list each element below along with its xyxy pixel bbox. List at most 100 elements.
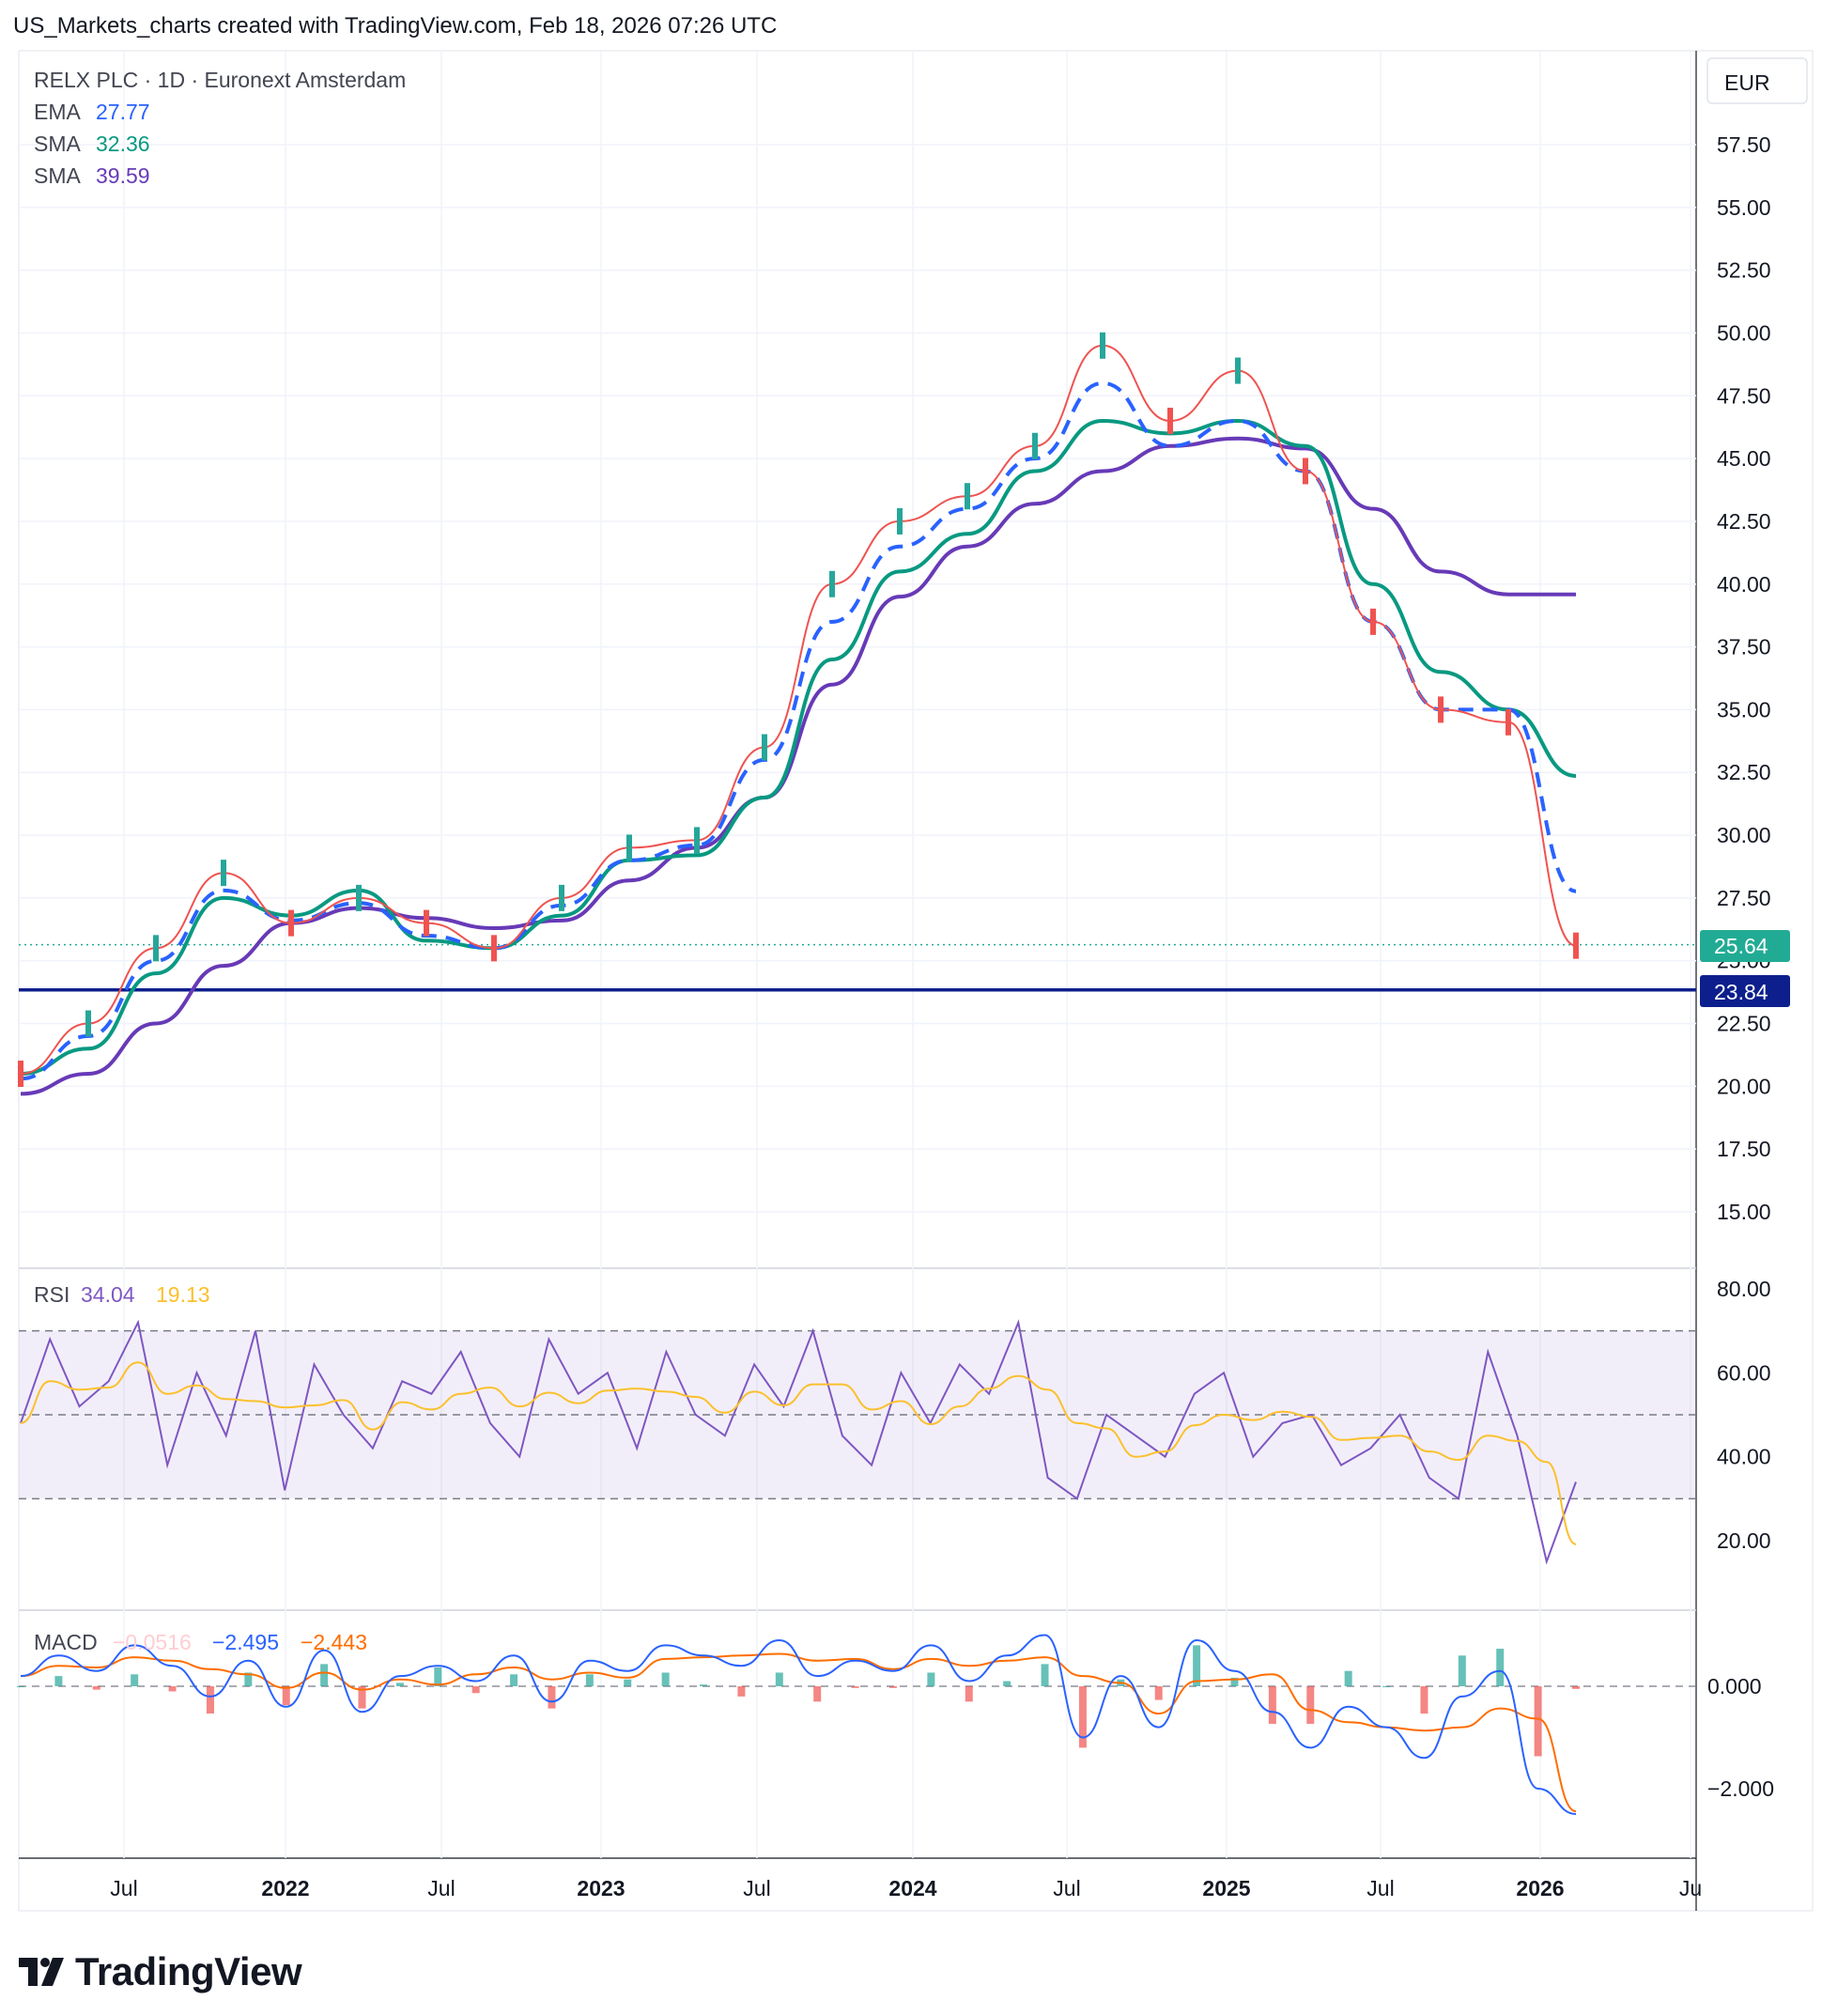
- macd-hist-bar: [851, 1686, 859, 1688]
- macd-hist-bar: [131, 1674, 139, 1686]
- macd-axis: 0.000 −2.000: [1707, 1674, 1774, 1801]
- rsi-ma-line[interactable]: [20, 1361, 1577, 1545]
- macd-hist-bar: [1496, 1649, 1505, 1686]
- macd-hist-bar: [1268, 1686, 1276, 1724]
- price-point: [153, 935, 159, 962]
- macd-hist-value: −0.0516: [113, 1630, 192, 1654]
- rsi-value: 34.04: [81, 1282, 135, 1307]
- time-tick-label: 2025: [1202, 1876, 1250, 1900]
- rsi-tick-label: 20.00: [1717, 1528, 1771, 1553]
- price-point: [1032, 432, 1038, 459]
- time-tick-label: Jul: [1053, 1876, 1080, 1900]
- header-title: US_Markets_charts created with TradingVi…: [13, 13, 778, 39]
- legend-ema-value: 27.77: [96, 100, 150, 124]
- macd-hist-bar: [1230, 1677, 1239, 1686]
- price-tick-label: 27.50: [1717, 886, 1771, 910]
- rsi-line[interactable]: [20, 1319, 1577, 1565]
- macd-hist-bar: [1193, 1645, 1201, 1686]
- macd-hist-bar: [661, 1672, 670, 1686]
- price-tick-label: 45.00: [1717, 446, 1771, 471]
- brand-name: TradingView: [75, 1949, 302, 1993]
- price-tick-label: 17.50: [1717, 1137, 1771, 1161]
- time-tick-label: 2022: [261, 1876, 309, 1900]
- price-point: [694, 827, 700, 854]
- macd-hist-bar: [1306, 1686, 1315, 1724]
- rsi-band: [19, 1329, 1696, 1500]
- macd-hist-bar: [471, 1686, 480, 1694]
- macd-hist-bar: [168, 1686, 177, 1692]
- macd-hist-bar: [1420, 1686, 1428, 1714]
- price-point: [221, 860, 226, 887]
- macd-hist-bar: [624, 1679, 632, 1686]
- level-badge: [1700, 975, 1790, 1007]
- macd-hist-bar: [1078, 1686, 1087, 1748]
- macd-hist-bar: [92, 1686, 100, 1690]
- price-point: [626, 834, 632, 861]
- price-tick-label: 55.00: [1717, 195, 1771, 220]
- macd-hist-bar: [927, 1672, 935, 1686]
- price-tick-label: 32.50: [1717, 760, 1771, 784]
- macd-hist-bar: [434, 1667, 442, 1686]
- macd-hist-bar: [1534, 1686, 1542, 1757]
- rsi-ma-value: 19.13: [156, 1282, 210, 1307]
- price-point: [559, 884, 564, 911]
- legend-ema-name: EMA: [34, 100, 82, 124]
- price-tick-label: 22.50: [1717, 1012, 1771, 1036]
- macd-hist-bar: [395, 1683, 404, 1686]
- macd-hist-bar: [1344, 1670, 1352, 1686]
- horizontal-line[interactable]: [19, 943, 1696, 992]
- price-tick-label: 15.00: [1717, 1200, 1771, 1224]
- price-tick-label: 37.50: [1717, 635, 1771, 659]
- macd-hist-bar: [813, 1686, 822, 1702]
- price-point: [762, 734, 767, 761]
- macd-hist-bar: [320, 1664, 329, 1686]
- macd-hist-bar: [244, 1672, 253, 1686]
- macd-hist-bar: [206, 1686, 214, 1714]
- rsi-tick-label: 80.00: [1717, 1277, 1771, 1301]
- time-tick-label: Ju: [1679, 1876, 1702, 1900]
- price-point: [897, 507, 903, 535]
- price-axis[interactable]: 57.50 55.00 52.50 50.00 47.50 45.00 42.50 40.00…: [1717, 132, 1771, 1224]
- macd-hist-bar: [965, 1686, 973, 1702]
- macd-line[interactable]: [20, 1634, 1577, 1815]
- macd-hist-bar: [1572, 1686, 1580, 1689]
- time-tick-label: 2026: [1516, 1876, 1564, 1900]
- time-tick-label: 2024: [888, 1876, 936, 1900]
- time-tick-label: Jul: [427, 1876, 455, 1900]
- macd-tick-label: 0.000: [1707, 1674, 1762, 1698]
- macd-hist-bar: [585, 1674, 594, 1686]
- brand[interactable]: TradingView: [19, 1948, 302, 1995]
- macd-signal-line[interactable]: [20, 1652, 1577, 1813]
- time-tick-label: Jul: [743, 1876, 770, 1900]
- price-point: [965, 483, 970, 510]
- time-tick-label: 2023: [577, 1876, 625, 1900]
- macd-hist-bar: [510, 1674, 518, 1686]
- price-tick-label: 40.00: [1717, 572, 1771, 597]
- sma2-series[interactable]: [20, 436, 1576, 1096]
- price-point: [491, 935, 497, 962]
- macd-hist-bar: [358, 1686, 366, 1709]
- macd-hist-bar: [888, 1686, 897, 1688]
- legend-sma2-name: SMA: [34, 163, 82, 188]
- macd-layer: [17, 1634, 1696, 1815]
- sma1-series[interactable]: [20, 419, 1577, 1076]
- price-tick-label: 30.00: [1717, 823, 1771, 847]
- time-axis[interactable]: Jul 2022 Jul 2023 Jul 2024 Jul 2025 Jul 2026 Ju: [110, 1876, 1702, 1900]
- legend-symbol: RELX PLC · 1D · Euronext Amsterdam: [34, 68, 406, 92]
- price-point: [424, 909, 429, 937]
- macd-hist-bar: [1041, 1664, 1049, 1686]
- time-tick-label: Jul: [1366, 1876, 1394, 1900]
- macd-hist-bar: [282, 1686, 290, 1705]
- price-point: [1167, 408, 1173, 435]
- last-price-label: 25.64: [1714, 934, 1768, 958]
- macd-hist-bar: [1003, 1681, 1011, 1686]
- price-point: [356, 884, 362, 911]
- grid: [19, 51, 1696, 1858]
- currency-button[interactable]: [1706, 57, 1808, 104]
- price-point: [1573, 932, 1579, 959]
- macd-signal-value: −2.443: [301, 1630, 367, 1654]
- price-tick-label: 20.00: [1717, 1074, 1771, 1098]
- macd-macd-value: −2.495: [212, 1630, 279, 1654]
- price-point: [1505, 708, 1511, 736]
